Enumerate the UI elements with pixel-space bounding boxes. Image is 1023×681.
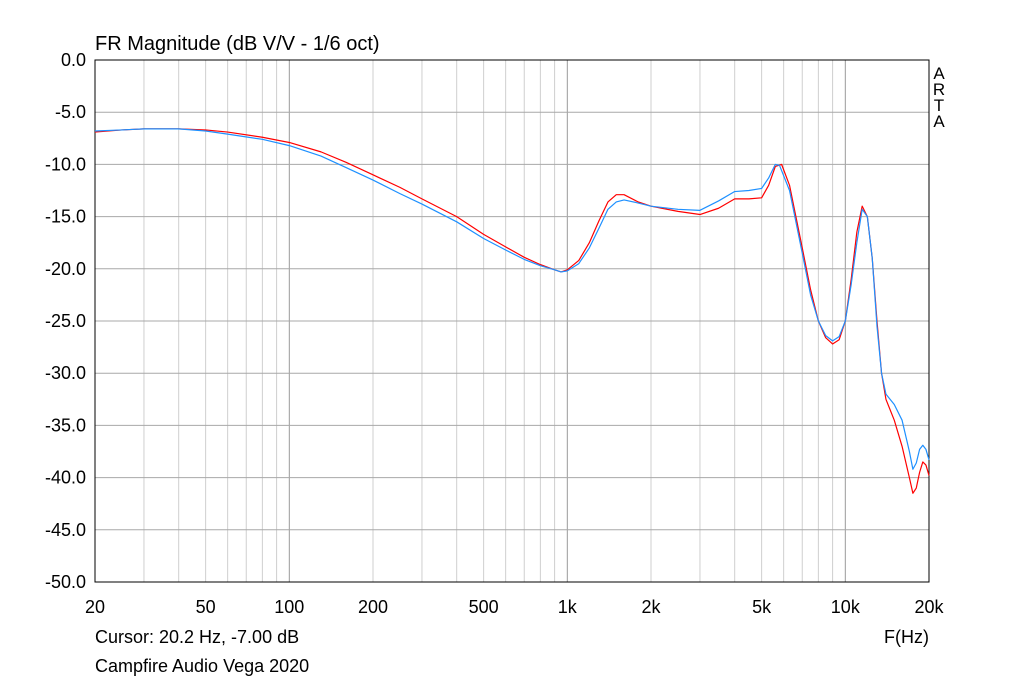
x-tick-label: 500 [469, 597, 499, 617]
x-axis-label: F(Hz) [884, 627, 929, 647]
y-tick-label: -15.0 [45, 207, 86, 227]
x-tick-label: 200 [358, 597, 388, 617]
x-tick-label: 5k [752, 597, 772, 617]
y-tick-label: -45.0 [45, 520, 86, 540]
measurement-label: Campfire Audio Vega 2020 [95, 656, 309, 676]
y-tick-label: -20.0 [45, 259, 86, 279]
series-lines [94, 128, 930, 494]
watermark-letter: A [933, 64, 945, 83]
plot-frame [94, 59, 930, 583]
x-tick-label: 1k [558, 597, 578, 617]
x-tick-labels: 20 50 100 200 500 1k 2k 5k 10k 20k [85, 597, 945, 617]
x-tick-label: 100 [274, 597, 304, 617]
watermark-letter: T [934, 96, 944, 115]
series-line-2 [94, 128, 930, 470]
grid-major-lines [95, 60, 929, 582]
y-tick-label: -30.0 [45, 363, 86, 383]
x-tick-label: 2k [641, 597, 661, 617]
watermark-letter: A [933, 112, 945, 131]
y-tick-labels: 0.0 -5.0 -10.0 -15.0 -20.0 -25.0 -30.0 -35.0 -40… [45, 50, 86, 592]
y-tick-label: -5.0 [55, 102, 86, 122]
y-tick-label: 0.0 [61, 50, 86, 70]
cursor-readout: Cursor: 20.2 Hz, -7.00 dB [95, 627, 299, 647]
watermark-letter: R [933, 80, 945, 99]
chart-title: FR Magnitude (dB V/V - 1/6 oct) [95, 33, 380, 55]
x-tick-label: 20 [85, 597, 105, 617]
y-tick-label: -40.0 [45, 468, 86, 488]
x-tick-label: 50 [196, 597, 216, 617]
y-tick-label: -25.0 [45, 311, 86, 331]
x-tick-label: 10k [831, 597, 861, 617]
y-tick-label: -10.0 [45, 154, 86, 174]
x-tick-label: 20k [914, 597, 944, 617]
y-tick-label: -35.0 [45, 415, 86, 435]
y-tick-label: -50.0 [45, 572, 86, 592]
